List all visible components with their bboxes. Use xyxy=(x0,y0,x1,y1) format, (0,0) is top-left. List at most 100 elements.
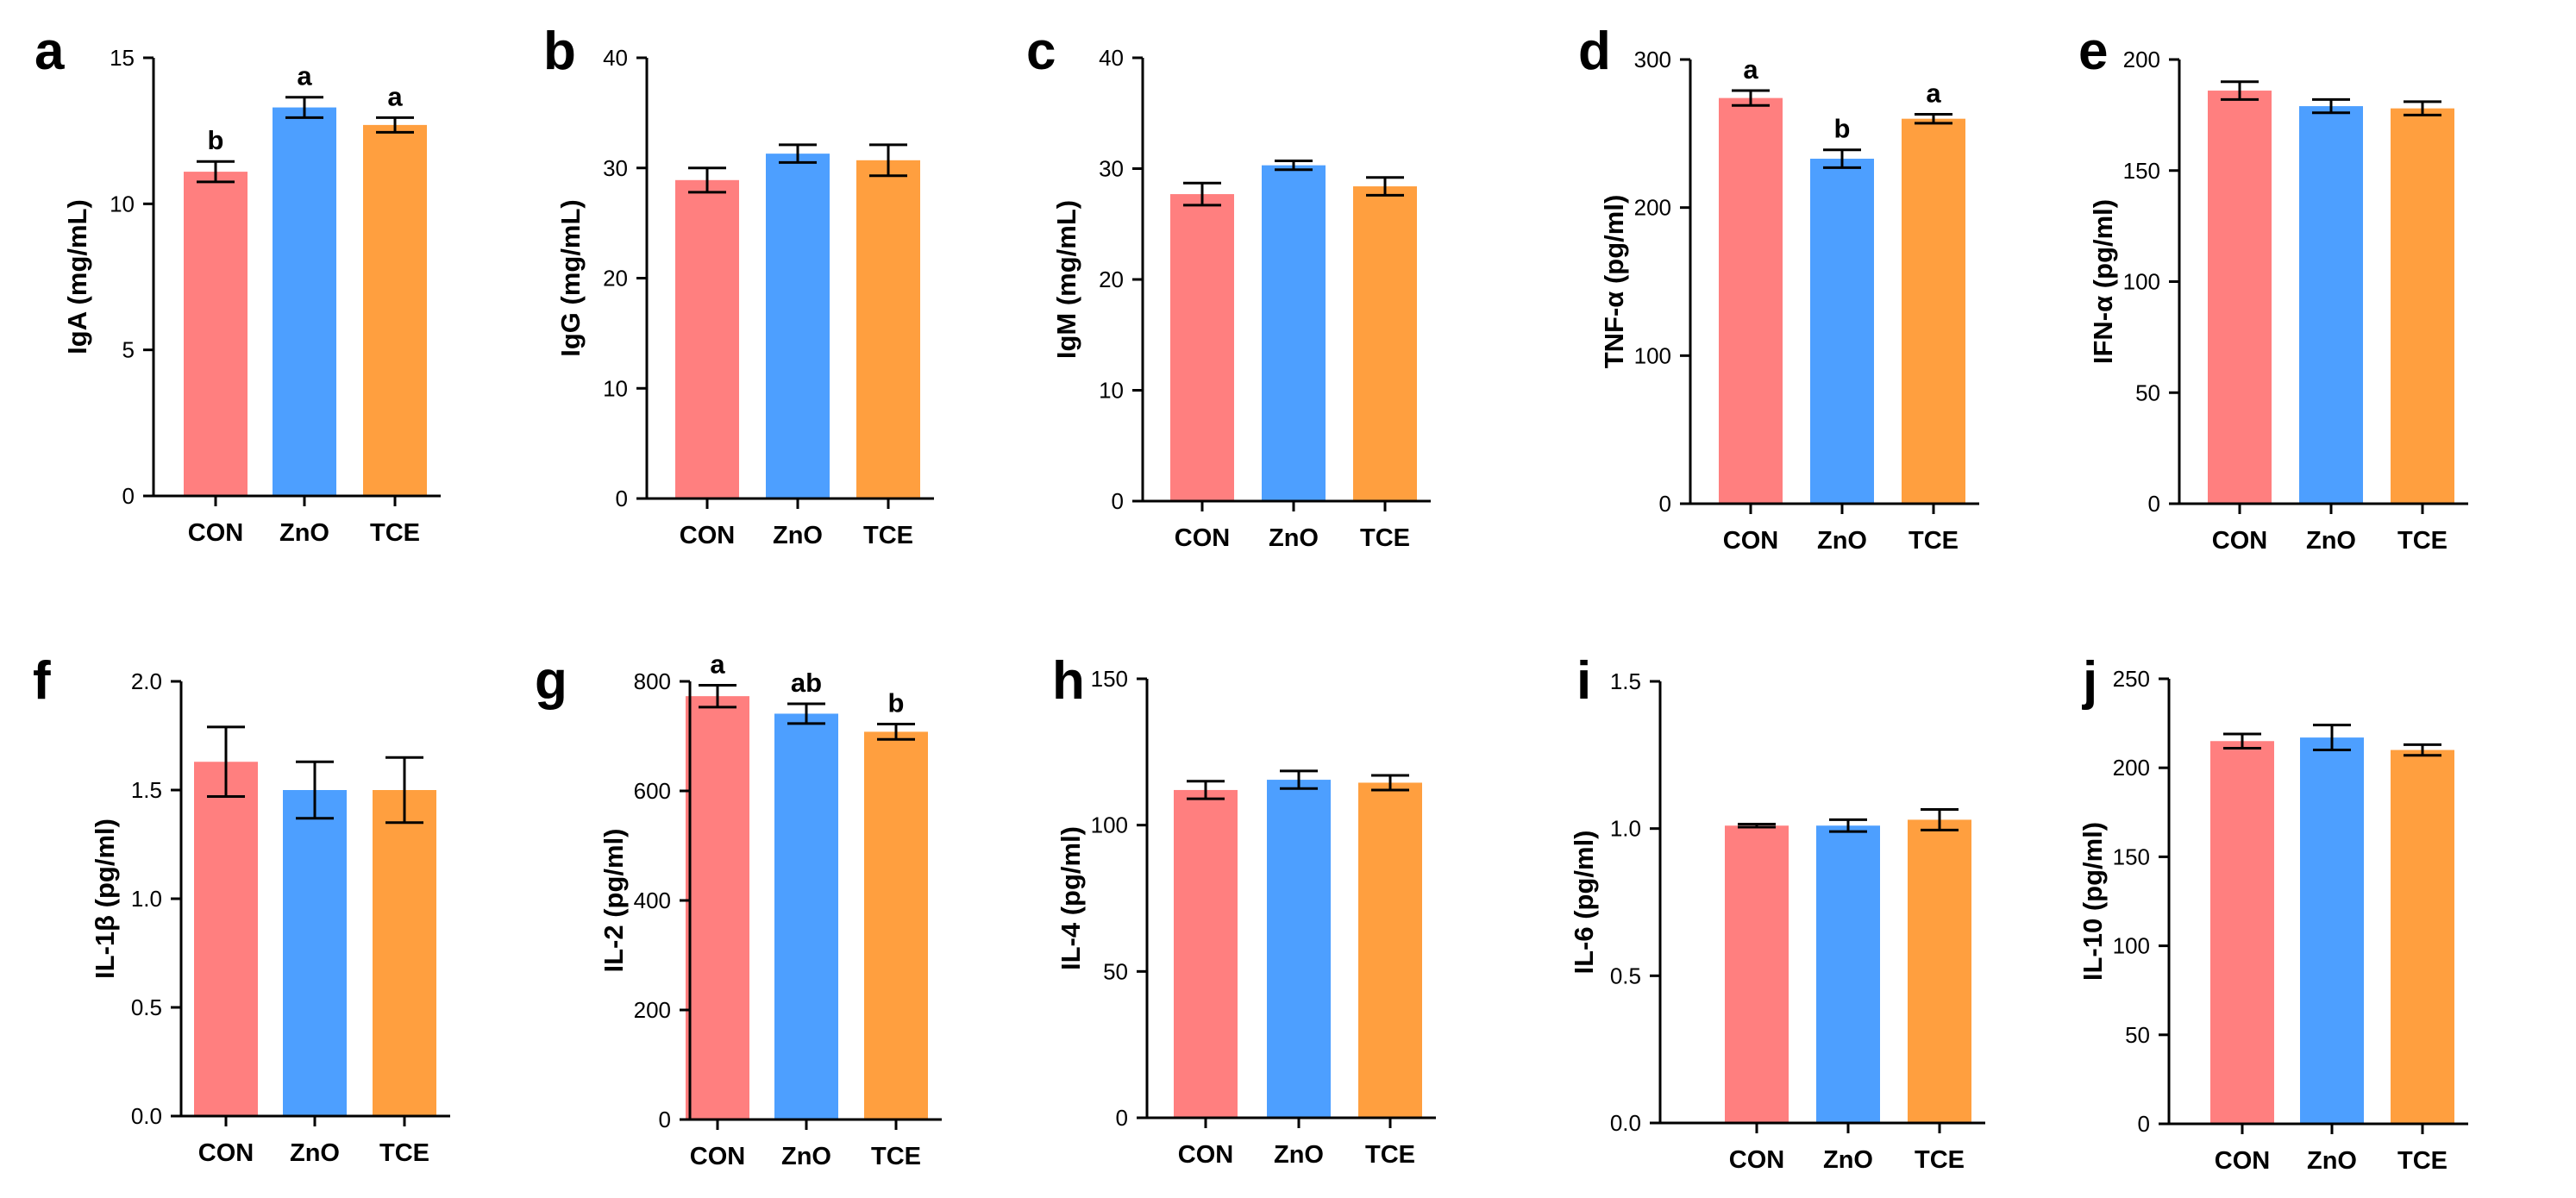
y-axis-label-e: IFN-α (pg/ml) xyxy=(2088,199,2118,364)
x-tick-label-f-tce: TCE xyxy=(379,1139,429,1167)
y-tick-label-j-1: 50 xyxy=(2125,1022,2150,1048)
x-tick-label-g-con: CON xyxy=(690,1143,745,1170)
x-tick-label-i-zno: ZnO xyxy=(1823,1146,1873,1174)
x-tick-label-j-con: CON xyxy=(2215,1147,2270,1175)
x-tick-label-b-con: CON xyxy=(680,522,735,549)
x-tick-label-a-zno: ZnO xyxy=(279,519,329,547)
y-tick-label-d-1: 100 xyxy=(1634,342,1671,368)
significance-label-a-tce: a xyxy=(387,81,403,111)
x-tick-label-h-con: CON xyxy=(1178,1141,1233,1169)
bar-i-tce xyxy=(1908,819,1971,1123)
y-tick-label-h-1: 50 xyxy=(1103,958,1128,984)
y-tick-label-c-3: 30 xyxy=(1099,156,1124,182)
x-tick-label-e-con: CON xyxy=(2212,527,2267,555)
bar-d-con xyxy=(1719,97,1783,504)
significance-label-d-tce: a xyxy=(1926,78,1941,109)
y-tick-label-f-0: 0.0 xyxy=(131,1103,162,1129)
x-tick-label-g-zno: ZnO xyxy=(781,1143,831,1170)
bar-b-con xyxy=(675,179,739,499)
bar-h-tce xyxy=(1358,782,1422,1118)
y-tick-label-e-1: 50 xyxy=(2135,379,2160,405)
bar-g-con xyxy=(686,696,749,1120)
y-tick-label-j-2: 100 xyxy=(2113,933,2150,959)
y-tick-label-e-3: 150 xyxy=(2123,158,2160,184)
bar-j-tce xyxy=(2391,750,2454,1124)
panel-letter-j: j xyxy=(2082,651,2097,711)
x-tick-label-e-zno: ZnO xyxy=(2306,527,2356,555)
panel-letter-g: g xyxy=(535,651,567,711)
bar-e-con xyxy=(2208,91,2272,505)
y-tick-label-i-3: 1.5 xyxy=(1610,668,1641,694)
bar-a-zno xyxy=(273,107,336,496)
bar-c-con xyxy=(1170,194,1234,501)
bar-f-tce xyxy=(373,790,436,1116)
y-tick-label-i-1: 0.5 xyxy=(1610,963,1641,988)
x-tick-label-d-tce: TCE xyxy=(1908,527,1959,555)
bar-b-tce xyxy=(856,160,920,499)
bar-i-zno xyxy=(1816,825,1880,1123)
panel-letter-b: b xyxy=(543,22,576,81)
y-axis-label-g: IL-2 (pg/ml) xyxy=(599,828,629,972)
panel-letter-d: d xyxy=(1578,22,1611,81)
bar-h-zno xyxy=(1267,780,1331,1118)
panel-letter-i: i xyxy=(1576,651,1591,711)
y-tick-label-c-4: 40 xyxy=(1099,45,1124,71)
y-tick-label-a-3: 15 xyxy=(110,45,135,71)
y-tick-label-i-0: 0.0 xyxy=(1610,1110,1641,1136)
x-tick-label-c-zno: ZnO xyxy=(1269,524,1319,552)
significance-label-a-con: b xyxy=(208,125,224,155)
panel-letter-f: f xyxy=(33,651,51,711)
y-tick-label-c-0: 0 xyxy=(1112,488,1124,514)
y-axis-label-i: IL-6 (pg/ml) xyxy=(1569,830,1599,974)
bar-h-con xyxy=(1174,789,1238,1118)
bar-c-tce xyxy=(1353,186,1417,501)
panel-letter-a: a xyxy=(34,22,65,81)
y-tick-label-g-0: 0 xyxy=(659,1107,671,1132)
y-tick-label-d-0: 0 xyxy=(1659,491,1671,517)
x-tick-label-i-con: CON xyxy=(1729,1146,1784,1174)
bar-c-zno xyxy=(1262,165,1326,501)
significance-label-g-tce: b xyxy=(888,688,905,718)
bar-d-zno xyxy=(1810,159,1874,504)
y-axis-label-a: IgA (mg/mL) xyxy=(62,199,92,354)
bar-f-zno xyxy=(283,790,347,1116)
significance-label-d-zno: b xyxy=(1834,114,1851,144)
y-tick-label-b-1: 10 xyxy=(603,375,628,401)
x-tick-label-b-tce: TCE xyxy=(863,522,913,549)
y-tick-label-f-2: 1.0 xyxy=(131,886,162,912)
x-tick-label-f-zno: ZnO xyxy=(290,1139,340,1167)
y-tick-label-i-2: 1.0 xyxy=(1610,816,1641,842)
y-tick-label-a-2: 10 xyxy=(110,191,135,216)
y-tick-label-g-1: 200 xyxy=(634,997,671,1023)
x-tick-label-i-tce: TCE xyxy=(1915,1146,1965,1174)
y-tick-label-g-2: 400 xyxy=(634,888,671,913)
y-tick-label-g-4: 800 xyxy=(634,668,671,694)
bar-i-con xyxy=(1725,825,1789,1123)
y-tick-label-e-2: 100 xyxy=(2123,269,2160,295)
bar-e-zno xyxy=(2299,106,2363,504)
y-axis-label-d: TNF-α (pg/ml) xyxy=(1599,195,1629,369)
y-tick-label-e-4: 200 xyxy=(2123,47,2160,72)
significance-label-a-zno: a xyxy=(297,61,312,91)
y-tick-label-j-5: 250 xyxy=(2113,666,2150,692)
x-tick-label-d-zno: ZnO xyxy=(1817,527,1867,555)
x-tick-label-f-con: CON xyxy=(198,1139,254,1167)
x-tick-label-c-con: CON xyxy=(1175,524,1230,552)
bar-j-con xyxy=(2210,741,2274,1124)
significance-label-g-con: a xyxy=(710,649,725,679)
x-tick-label-j-zno: ZnO xyxy=(2307,1147,2357,1175)
y-tick-label-h-2: 100 xyxy=(1091,812,1128,838)
panel-letter-e: e xyxy=(2078,22,2108,81)
bar-e-tce xyxy=(2391,108,2454,505)
x-tick-label-a-tce: TCE xyxy=(370,519,420,547)
y-tick-label-g-3: 600 xyxy=(634,778,671,804)
bar-j-zno xyxy=(2300,737,2364,1124)
y-tick-label-h-3: 150 xyxy=(1091,666,1128,692)
panel-letter-h: h xyxy=(1052,651,1085,711)
y-tick-label-b-4: 40 xyxy=(603,45,628,71)
y-axis-label-j: IL-10 (pg/ml) xyxy=(2078,822,2108,981)
y-tick-label-a-1: 5 xyxy=(122,337,135,363)
y-axis-label-h: IL-4 (pg/ml) xyxy=(1056,826,1086,970)
bar-a-tce xyxy=(363,124,427,497)
